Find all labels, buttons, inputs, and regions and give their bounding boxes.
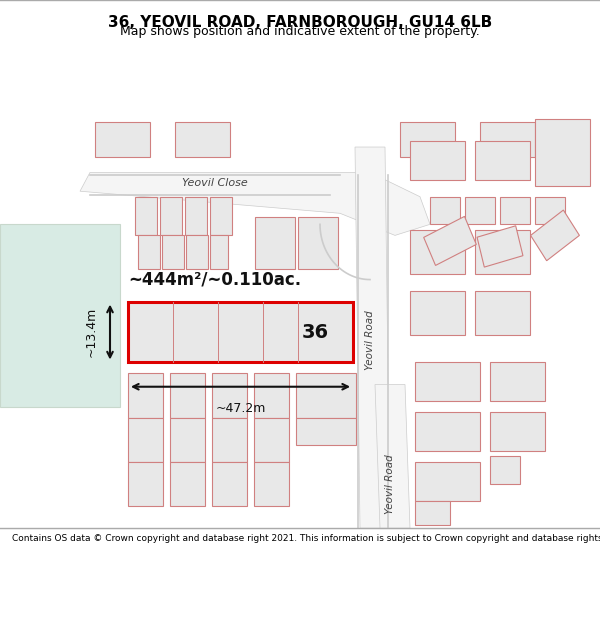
Bar [185,197,207,236]
Bar [210,236,228,269]
Bar [254,374,289,418]
Bar [186,236,208,269]
Bar [415,362,480,401]
Polygon shape [80,173,430,236]
Bar [477,226,523,267]
Text: Yeovil Close: Yeovil Close [182,179,248,189]
Bar [162,236,184,269]
Bar [430,197,460,224]
Bar [175,122,230,157]
Bar [296,374,356,418]
Bar [415,501,450,525]
Bar [95,122,150,157]
Bar [415,412,480,451]
Bar [254,462,289,506]
Text: Map shows position and indicative extent of the property.: Map shows position and indicative extent… [120,25,480,38]
Bar [212,418,247,462]
Bar [128,374,163,418]
Text: ~47.2m: ~47.2m [215,402,266,415]
Polygon shape [0,224,120,407]
Bar [128,302,353,362]
Bar [400,122,455,157]
Bar [490,412,545,451]
Bar [530,210,580,261]
Bar [410,141,465,180]
Bar [490,456,520,484]
Bar [500,197,530,224]
Text: Yeovil Road: Yeovil Road [365,311,375,370]
Polygon shape [375,384,410,528]
Bar [410,230,465,274]
Bar [212,462,247,506]
Bar [298,217,338,269]
Bar [170,418,205,462]
Bar [475,291,530,335]
Text: 36: 36 [301,322,329,341]
Text: ~13.4m: ~13.4m [85,307,98,357]
Bar [254,418,289,462]
Bar [128,418,163,462]
Bar [128,462,163,506]
Text: ~444m²/~0.110ac.: ~444m²/~0.110ac. [128,271,302,289]
Bar [210,197,232,236]
Bar [410,291,465,335]
Polygon shape [355,147,390,528]
Bar [160,197,182,236]
Text: Yeovil Road: Yeovil Road [385,454,395,514]
Bar [475,230,530,274]
Text: Contains OS data © Crown copyright and database right 2021. This information is : Contains OS data © Crown copyright and d… [12,534,600,543]
Bar [296,418,356,445]
Bar [465,197,495,224]
Bar [490,362,545,401]
Bar [135,197,157,236]
Text: 36, YEOVIL ROAD, FARNBOROUGH, GU14 6LB: 36, YEOVIL ROAD, FARNBOROUGH, GU14 6LB [108,15,492,30]
Bar [475,141,530,180]
Bar [535,197,565,224]
Bar [415,462,480,501]
Bar [212,374,247,418]
Bar [170,462,205,506]
Bar [480,122,535,157]
Bar [424,216,476,266]
Bar [535,119,590,186]
Bar [138,236,160,269]
Bar [255,217,295,269]
Bar [170,374,205,418]
